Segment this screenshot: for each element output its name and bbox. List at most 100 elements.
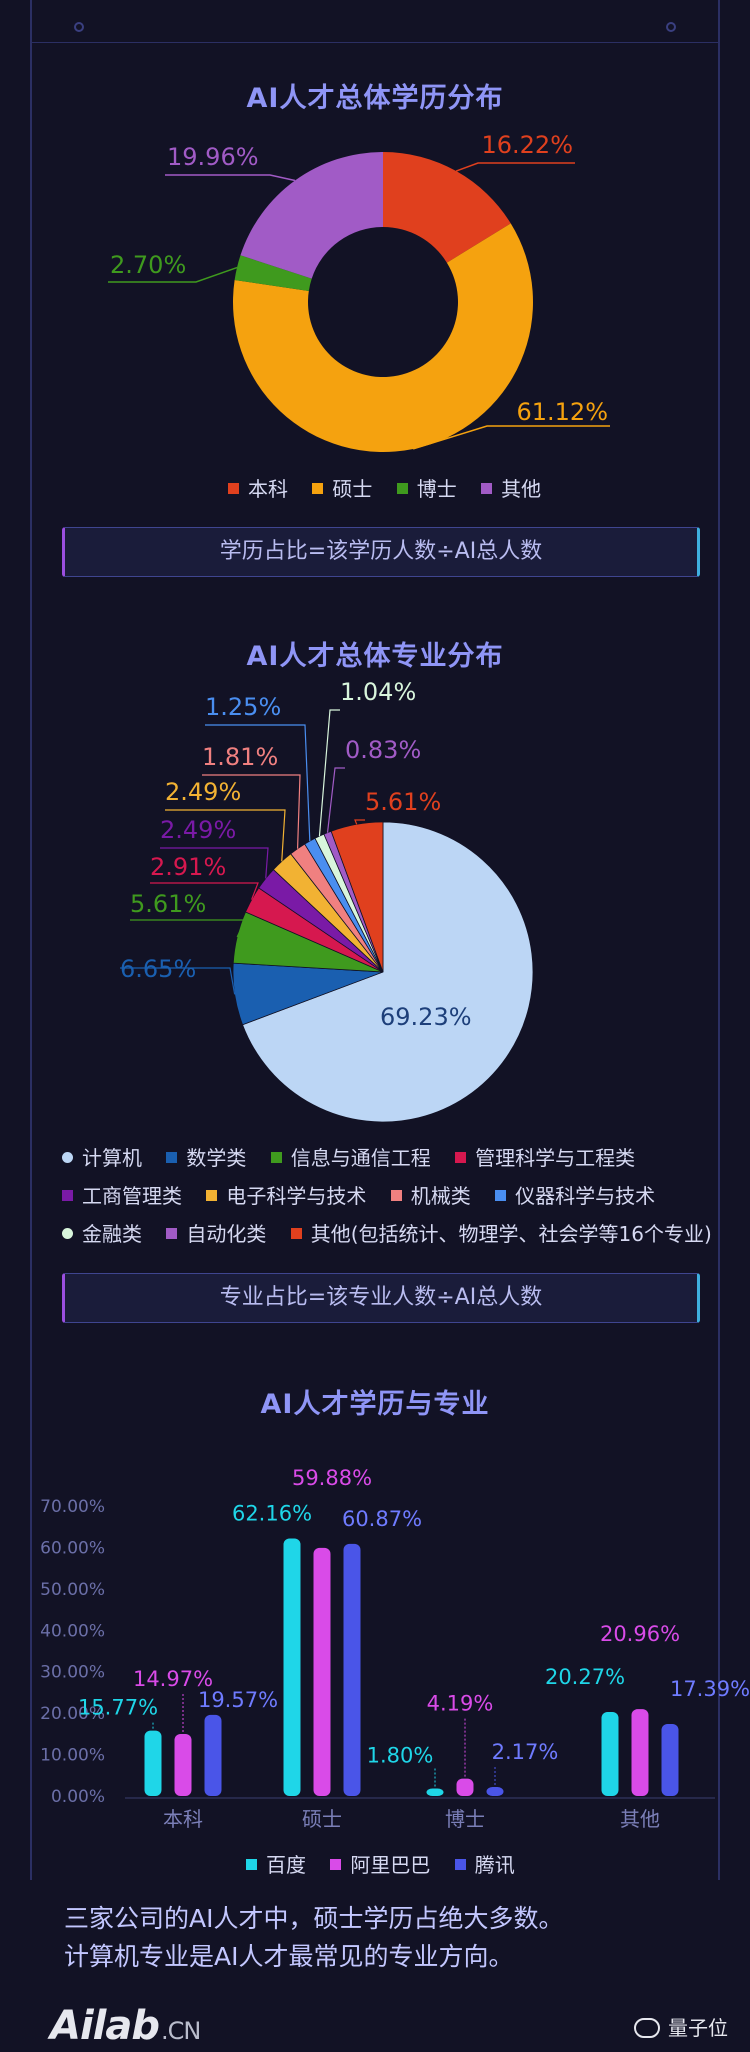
legend-label: 阿里巴巴 [350, 1853, 431, 1877]
donut-slice [240, 152, 383, 279]
legend-swatch [495, 1190, 507, 1201]
brand-badge: 量子位 [634, 2012, 728, 2041]
donut-value-label: 19.96% [167, 143, 259, 171]
pie-leader-line [205, 724, 311, 842]
legend-swatch [290, 1228, 302, 1239]
legend-item-instrument: 仪器科学与技术 [495, 1180, 655, 1209]
bar [313, 1547, 331, 1796]
legend-label: 金融类 [82, 1222, 142, 1246]
legend-item-mgmt-sci: 管理科学与工程类 [455, 1142, 635, 1171]
legend-swatch [62, 1190, 73, 1201]
bar-value-label: 17.39% [670, 1677, 750, 1701]
legend-label: 硕士 [332, 477, 373, 501]
pie-value-label: 69.23% [380, 1003, 472, 1031]
pie-leader-line [120, 967, 236, 995]
pie-value-label: 2.91% [150, 853, 226, 881]
legend-swatch [396, 483, 408, 494]
legend-item-master: 硕士 [312, 473, 372, 502]
legend-item-alibaba: 阿里巴巴 [330, 1849, 430, 1878]
x-category-label: 本科 [163, 1807, 203, 1831]
y-tick-label: 70.00% [40, 1497, 105, 1517]
degree-formula-box: 学历占比=该学历人数÷AI总人数 [62, 527, 700, 577]
legend-swatch [228, 483, 239, 494]
pie-value-label: 5.61% [130, 890, 206, 918]
legend-item-tencent: 腾讯 [454, 1849, 515, 1878]
pie-value-label: 2.49% [165, 778, 241, 806]
bar [601, 1712, 619, 1796]
pie-leader-line [165, 809, 286, 862]
bar-value-label: 14.97% [133, 1667, 213, 1691]
x-category-label: 博士 [445, 1807, 485, 1831]
bar [456, 1778, 474, 1796]
donut-slice [233, 223, 533, 452]
legend-label: 其他 [501, 477, 542, 501]
bar-value-label: 2.17% [492, 1740, 559, 1764]
major-legend-row: 计算机 数学类 信息与通信工程 管理科学与工程类 [62, 1142, 653, 1171]
major-pie-chart: 69.23% 6.65% 5.61% 2.91% 2.49% 2.49% 1.81% 1.25… [120, 680, 534, 1123]
major-chart-title: AI人才总体专业分布 [246, 641, 504, 672]
pie-value-label: 6.65% [120, 955, 196, 983]
ailab-logo-text: Ailab [50, 2003, 160, 2049]
frame-line-left [30, 0, 32, 1880]
donut-leader-line [412, 425, 610, 450]
bar-value-label: 60.87% [342, 1507, 422, 1531]
legend-swatch [270, 1152, 282, 1163]
legend-label: 博士 [416, 477, 457, 501]
major-legend: 计算机 数学类 信息与通信工程 管理科学与工程类 工商管理类 电子科学与技术 机… [62, 1142, 742, 1262]
legend-label: 腾讯 [474, 1853, 515, 1877]
legend-swatch [166, 1152, 178, 1163]
donut-slice [234, 255, 312, 292]
legend-label: 机械类 [410, 1184, 471, 1208]
legend-label: 管理科学与工程类 [475, 1146, 636, 1170]
bar-value-label: 15.77% [78, 1696, 158, 1720]
legend-label: 工商管理类 [82, 1184, 182, 1208]
bar [426, 1788, 444, 1796]
legend-swatch [62, 1152, 73, 1163]
y-tick-label: 30.00% [40, 1663, 105, 1683]
legend-label: 电子科学与技术 [226, 1184, 367, 1208]
degree-chart-title: AI人才总体学历分布 [246, 83, 504, 114]
donut-leader-line [165, 174, 296, 182]
legend-item-automation: 自动化类 [166, 1218, 266, 1247]
pie-leader-line [160, 847, 269, 879]
ailab-logo: Ailab.CN [50, 2003, 201, 2049]
legend-label: 自动化类 [186, 1222, 267, 1246]
legend-item-math: 数学类 [166, 1142, 246, 1171]
legend-item-mechanical: 机械类 [390, 1180, 471, 1209]
corner-dot-left [74, 22, 84, 32]
bar-value-label: 59.88% [292, 1466, 372, 1490]
bar [144, 1730, 162, 1796]
y-tick-label: 0.00% [51, 1787, 105, 1807]
bar [283, 1538, 301, 1796]
major-formula-box: 专业占比=该专业人数÷AI总人数 [62, 1273, 700, 1323]
legend-item-phd: 博士 [396, 473, 457, 502]
bar [631, 1709, 649, 1796]
degree-donut-chart: 16.22% 61.12% 2.70% 19.96% [108, 131, 610, 452]
donut-value-label: 61.12% [516, 398, 608, 426]
major-legend-row: 工商管理类 电子科学与技术 机械类 仪器科学与技术 [62, 1180, 673, 1209]
legend-label: 数学类 [186, 1146, 247, 1170]
conclusion-line-1: 三家公司的AI人才中，硕士学历占绝大多数。 [64, 1904, 564, 1933]
y-tick-label: 10.00% [40, 1746, 105, 1766]
pie-value-label: 1.04% [340, 680, 416, 706]
legend-item-finance: 金融类 [62, 1218, 142, 1247]
legend-swatch [455, 1152, 467, 1163]
ailab-logo-suffix: .CN [161, 2017, 201, 2045]
x-category-label: 其他 [620, 1807, 660, 1831]
legend-item-baidu: 百度 [246, 1849, 306, 1878]
legend-item-electronics: 电子科学与技术 [206, 1180, 366, 1209]
y-tick-label: 40.00% [40, 1621, 105, 1641]
bar [486, 1787, 504, 1796]
company-bar-chart: 0.00% 10.00% 20.00% 30.00% 40.00% 50.00% 60.00… [40, 1466, 750, 1831]
legend-item-others: 其他(包括统计、物理学、社会学等16个专业) [290, 1218, 712, 1247]
conclusion-text: 三家公司的AI人才中，硕士学历占绝大多数。 计算机专业是AI人才最常见的专业方向… [64, 1900, 563, 1976]
legend-swatch [206, 1190, 218, 1201]
donut-value-label: 2.70% [110, 251, 186, 279]
pie-value-label: 1.25% [205, 693, 281, 721]
bar-value-label: 1.80% [367, 1744, 434, 1768]
frame-line-right [718, 0, 720, 1880]
pie-value-label: 0.83% [345, 736, 421, 764]
donut-slice [383, 152, 511, 263]
corner-dot-right [666, 22, 676, 32]
legend-label: 本科 [248, 477, 288, 501]
